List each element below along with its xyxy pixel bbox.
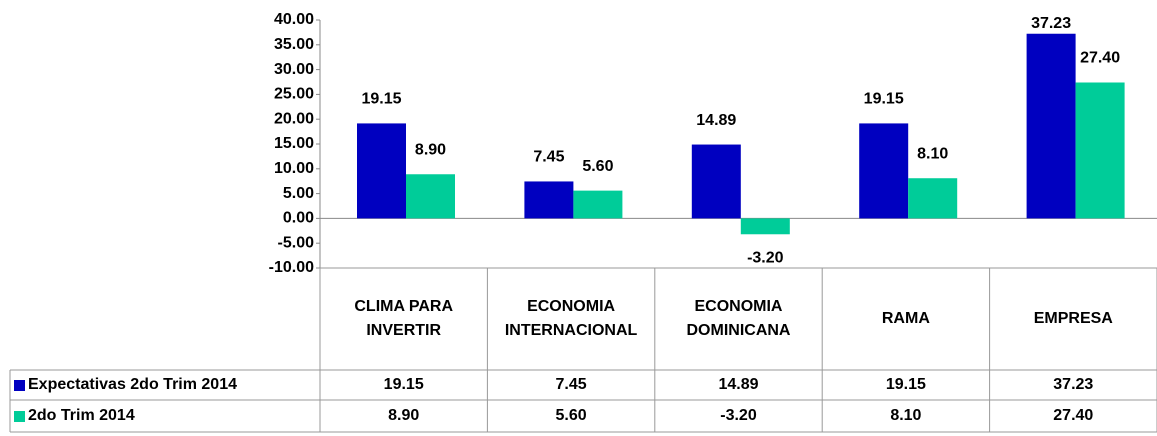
legend-item: Expectativas 2do Trim 2014 <box>10 370 320 400</box>
category-label: EMPRESA <box>1033 310 1113 327</box>
data-label: 37.23 <box>1031 15 1071 32</box>
data-label: 14.89 <box>696 112 736 129</box>
y-tick-label: 5.00 <box>283 185 314 202</box>
bar <box>740 218 790 235</box>
bar <box>357 123 406 219</box>
y-tick-label: -5.00 <box>278 234 315 251</box>
table-value: 8.90 <box>388 407 420 424</box>
table-value: -3.20 <box>720 407 757 424</box>
bar <box>573 190 623 219</box>
y-tick-label: 25.00 <box>274 86 314 103</box>
y-tick-label: 0.00 <box>283 210 314 227</box>
data-label: 8.10 <box>917 145 948 162</box>
y-tick-label: 15.00 <box>274 135 314 152</box>
legend-item: 2do Trim 2014 <box>10 400 320 432</box>
table-value: 19.15 <box>383 376 424 393</box>
data-label: 19.15 <box>361 91 401 108</box>
y-tick-label: 40.00 <box>274 11 314 28</box>
y-tick-label: -10.00 <box>269 259 314 276</box>
category-label: RAMA <box>881 310 930 327</box>
legend-label: 2do Trim 2014 <box>28 407 135 424</box>
category-label: CLIMA PARA INVERTIR <box>354 298 454 339</box>
category-label: ECONOMIA INTERNACIONAL <box>504 298 638 339</box>
data-label: 5.60 <box>582 158 613 175</box>
bar <box>859 123 909 219</box>
data-label: -3.20 <box>747 249 784 266</box>
bar <box>691 144 741 219</box>
table-value: 8.10 <box>890 407 922 424</box>
table-value: 37.23 <box>1053 376 1094 393</box>
table-value: 5.60 <box>555 407 587 424</box>
category-label: ECONOMIA DOMINICANA <box>686 298 791 339</box>
bar <box>406 174 455 219</box>
y-tick-label: 35.00 <box>274 36 314 53</box>
bar <box>524 181 574 219</box>
bar <box>1026 33 1076 219</box>
table-value: 19.15 <box>885 376 926 393</box>
data-label: 8.90 <box>415 141 446 158</box>
y-tick-label: 30.00 <box>274 61 314 78</box>
y-tick-label: 20.00 <box>274 110 314 127</box>
table-value: 7.45 <box>555 376 587 393</box>
bar <box>1075 82 1125 219</box>
legend-label: Expectativas 2do Trim 2014 <box>28 376 237 393</box>
table-value: 27.40 <box>1053 407 1094 424</box>
data-label: 7.45 <box>533 149 564 166</box>
legend-swatch <box>14 410 25 422</box>
table-value: 14.89 <box>718 376 759 393</box>
data-label: 19.15 <box>864 91 904 108</box>
bar <box>908 178 958 219</box>
legend-swatch <box>14 379 25 391</box>
data-label: 27.40 <box>1080 50 1120 67</box>
y-tick-label: 10.00 <box>274 160 314 177</box>
